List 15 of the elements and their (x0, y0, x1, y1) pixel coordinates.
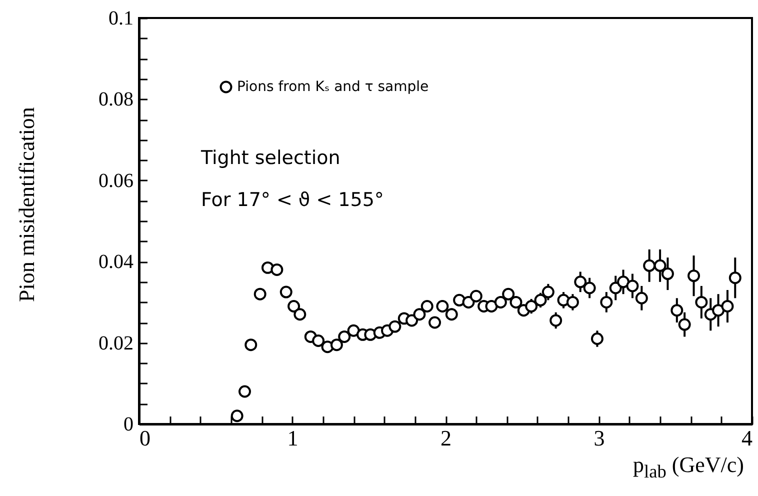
y-tick-label: 0.04 (98, 251, 134, 274)
annotation: Tight selection (200, 147, 340, 169)
x-axis-title: p$_{lab}$ (GeV/c) (633, 452, 744, 482)
x-tick-label: 3 (594, 426, 605, 450)
y-tick-label: 0.06 (98, 170, 134, 192)
legend-label: Pions from Kₛ and τ sample (237, 79, 429, 95)
x-tick-label: 4 (742, 426, 752, 450)
annotation: For 17° < ϑ < 155° (201, 189, 384, 211)
x-tick-label: 2 (440, 426, 452, 450)
x-tick-label: 1 (287, 426, 298, 450)
y-tick-label: 0.1 (108, 8, 134, 30)
x-tick-label: 0 (140, 426, 150, 450)
y-tick-label: 0.08 (98, 88, 134, 111)
y-axis-title: Pion misidentification (14, 106, 40, 304)
y-tick-label: 0.02 (98, 332, 134, 354)
